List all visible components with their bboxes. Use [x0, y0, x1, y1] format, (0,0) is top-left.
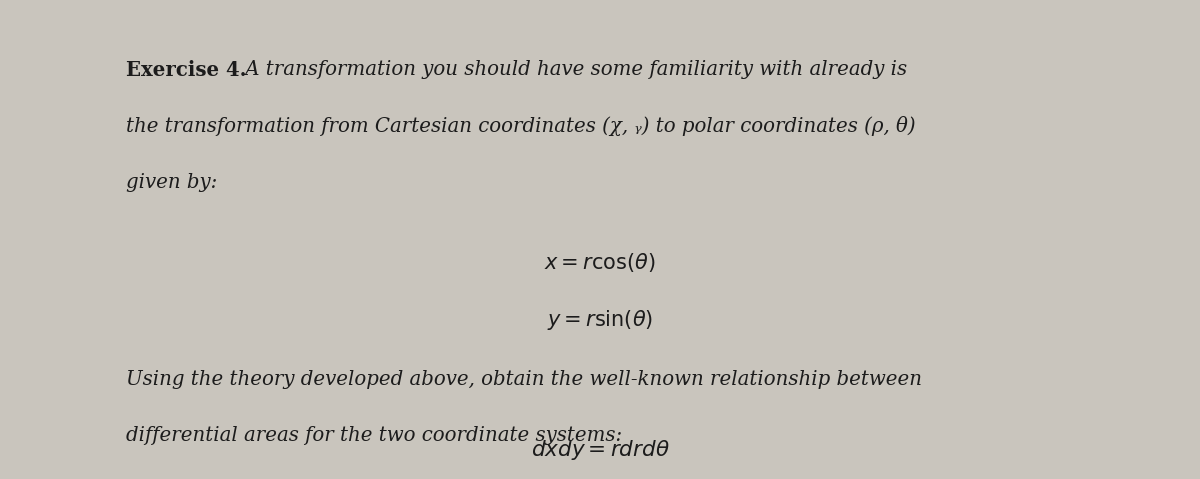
Text: given by:: given by: [126, 173, 217, 192]
Text: Using the theory developed above, obtain the well-known relationship between: Using the theory developed above, obtain… [126, 370, 922, 389]
Text: the transformation from Cartesian coordinates (χ, ᵧ) to polar coordinates (ρ, θ): the transformation from Cartesian coordi… [126, 116, 916, 137]
Text: differential areas for the two coordinate systems:: differential areas for the two coordinat… [126, 426, 622, 445]
Text: Exercise 4.: Exercise 4. [126, 60, 246, 80]
Text: $x = r\cos(\theta)$: $x = r\cos(\theta)$ [545, 251, 655, 274]
Text: $dxdy = rdrd\theta$: $dxdy = rdrd\theta$ [530, 438, 670, 462]
Text: $y = r\sin(\theta)$: $y = r\sin(\theta)$ [547, 308, 653, 332]
Text: A transformation you should have some familiarity with already is: A transformation you should have some fa… [239, 60, 907, 79]
